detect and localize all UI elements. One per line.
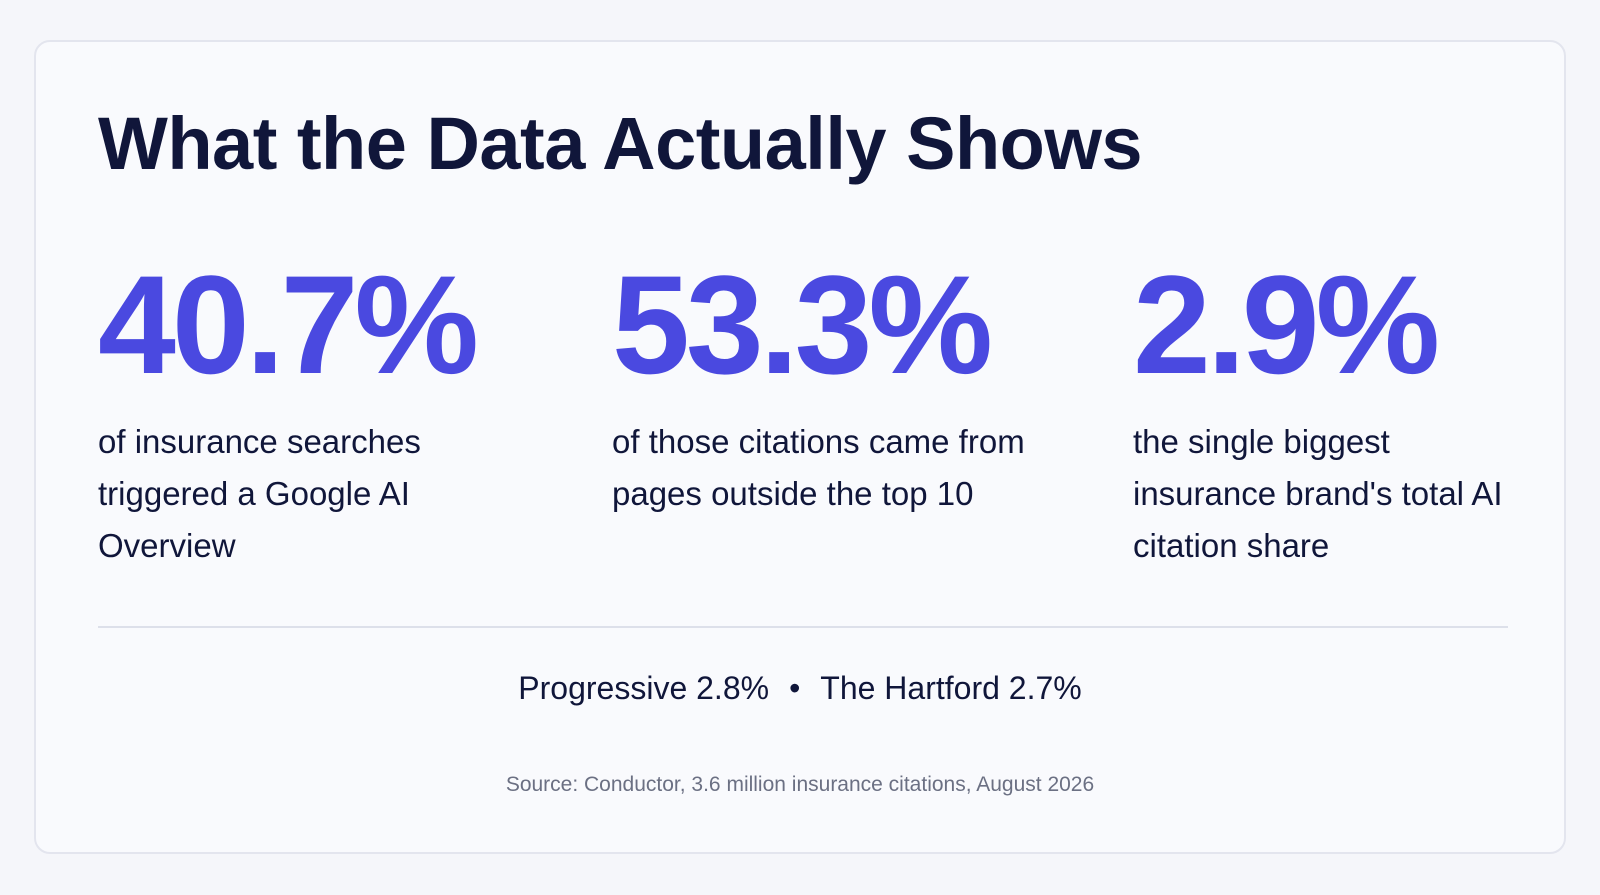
stat-value: 53.3% [612,246,993,403]
stat-value: 2.9% [1133,246,1440,403]
stat-insurance-searches: 40.7% of insurance searches triggered a … [98,252,518,572]
brand-the-hartford: The Hartford 2.7% [820,670,1082,706]
brand-progressive: Progressive 2.8% [518,670,770,706]
stat-biggest-brand-share: 2.9% the single biggest insurance brand'… [1133,252,1533,572]
source-note: Source: Conductor, 3.6 million insurance… [505,773,1095,796]
stats-card: What the Data Actually Shows 40.7% of in… [34,40,1566,854]
stat-description: the single biggest insurance brand's tot… [1133,423,1503,564]
page-title: What the Data Actually Shows [98,102,1143,185]
stat-description: of those citations came from pages outsi… [612,423,1025,512]
stat-citations-outside-top10: 53.3% of those citations came from pages… [612,252,1032,520]
stat-description: of insurance searches triggered a Google… [98,423,421,564]
brand-comparison: Progressive 2.8% • The Hartford 2.7% [36,666,1564,710]
divider [98,626,1508,628]
brand-separator: • [789,670,801,706]
stat-value: 40.7% [98,246,479,403]
